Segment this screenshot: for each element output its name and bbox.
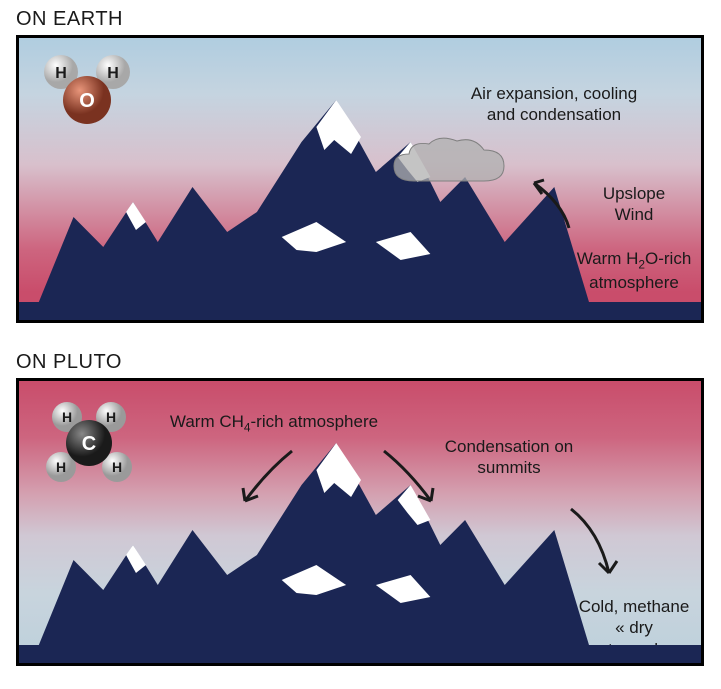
upslope-wind-arrow: [514, 168, 584, 238]
earth-panel: H H O Air expansion, coolingand condensa…: [16, 35, 704, 323]
downflow-left-arrow: [227, 441, 307, 521]
earth-ground: [19, 302, 701, 320]
earth-atmosphere-label: Warm H2O-richatmosphere: [564, 248, 704, 294]
cloud-icon: [389, 136, 509, 194]
earth-title: ON EARTH: [16, 8, 705, 31]
condensation-label: Condensation onsummits: [419, 436, 599, 479]
svg-text:H: H: [107, 65, 119, 82]
pluto-ground: [19, 645, 701, 663]
pluto-title: ON PLUTO: [16, 351, 705, 374]
svg-text:H: H: [62, 409, 72, 425]
svg-text:H: H: [106, 409, 116, 425]
svg-text:H: H: [55, 65, 67, 82]
cold-down-arrow: [559, 501, 629, 591]
cloud-label: Air expansion, coolingand condensation: [439, 83, 669, 126]
wind-label: UpslopeWind: [579, 183, 689, 226]
warm-atmosphere-label: Warm CH4-rich atmosphere: [149, 411, 399, 435]
pluto-panel: H H H H C Warm CH4-rich atmosphere Conde…: [16, 378, 704, 666]
